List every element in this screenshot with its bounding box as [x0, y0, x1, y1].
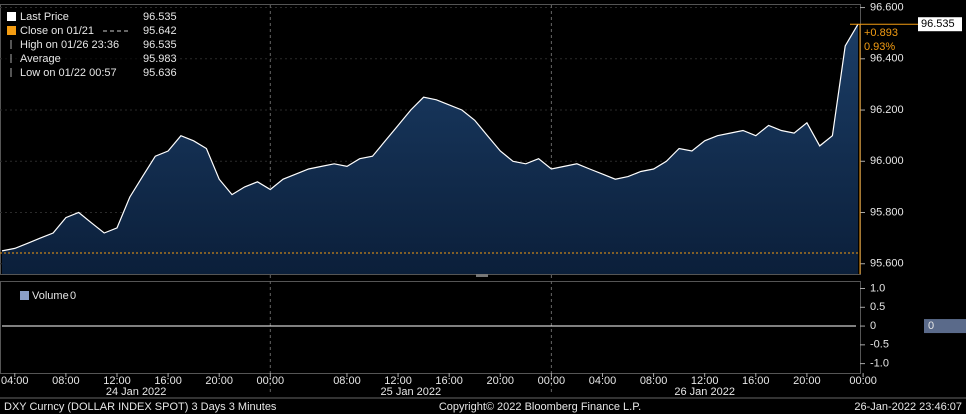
- legend-label: High on 01/26 23:36: [20, 39, 119, 51]
- y-tick-label: 0: [870, 320, 876, 332]
- y-tick-label: 95.600: [870, 258, 904, 270]
- legend-label: Low on 01/22 00:57: [20, 67, 117, 79]
- x-tick-label: 16:00: [435, 375, 463, 387]
- y-tick-label: 96.000: [870, 155, 904, 167]
- y-tick-label: 96.600: [870, 1, 904, 13]
- legend-label: Last Price: [20, 11, 69, 23]
- y-tick-label: 95.800: [870, 206, 904, 218]
- legend-swatch: [7, 26, 16, 35]
- legend-value: 96.535: [143, 11, 177, 23]
- legend-value: 95.983: [143, 53, 177, 65]
- footer-center: Copyright© 2022 Bloomberg Finance L.P.: [439, 401, 641, 413]
- x-tick-label: 08:00: [640, 375, 668, 387]
- legend-value: 95.642: [143, 25, 177, 37]
- price-line: [1, 23, 859, 252]
- change-pct-label: 0.93%: [864, 41, 895, 53]
- x-tick-label: 12:00: [691, 375, 719, 387]
- volume-value-tag: 0: [928, 320, 934, 332]
- x-tick-label: 00:00: [849, 375, 877, 387]
- last-price-box: [918, 17, 962, 32]
- volume-value-box: [924, 319, 966, 334]
- y-tick-label: 96.400: [870, 53, 904, 65]
- footer-left: DXY Curncy (DOLLAR INDEX SPOT) 3 Days 3 …: [4, 401, 277, 413]
- x-tick-label: 20:00: [793, 375, 821, 387]
- last-price-label: 96.535: [921, 18, 955, 30]
- footer-right: 26-Jan-2022 23:46:07: [854, 401, 962, 413]
- legend: Last Price 96.535 Close on 01/21 95.642 High…: [2, 8, 178, 80]
- day-label: 24 Jan 2022: [106, 386, 167, 398]
- y-tick-label: -0.5: [870, 339, 889, 351]
- y-tick-label: 1.0: [870, 282, 885, 294]
- x-tick-label: 00:00: [538, 375, 566, 387]
- x-tick-label: 16:00: [742, 375, 770, 387]
- volume-legend-value: 0: [70, 290, 76, 302]
- panel-handle: [476, 273, 488, 277]
- legend-value: 96.535: [143, 39, 177, 51]
- x-tick-label: 12:00: [103, 375, 131, 387]
- x-tick-label: 20:00: [487, 375, 515, 387]
- day-label: 25 Jan 2022: [381, 386, 442, 398]
- x-tick-label: 08:00: [333, 375, 361, 387]
- x-tick-label: 16:00: [154, 375, 182, 387]
- volume-panel-frame: [0, 281, 861, 374]
- legend-label: Close on 01/21: [20, 25, 94, 37]
- x-tick-label: 20:00: [205, 375, 233, 387]
- x-tick-label: 04:00: [1, 375, 29, 387]
- legend-bg: [2, 8, 178, 80]
- volume-legend-label: Volume: [32, 290, 69, 302]
- legend-swatch: [7, 12, 16, 21]
- y-tick-label: 0.5: [870, 301, 885, 313]
- y-tick-label: -1.0: [870, 358, 889, 370]
- x-tick-label: 08:00: [52, 375, 80, 387]
- x-tick-label: 04:00: [589, 375, 617, 387]
- y-tick-label: 96.200: [870, 104, 904, 116]
- x-tick-label: 00:00: [257, 375, 285, 387]
- legend-value: 95.636: [143, 67, 177, 79]
- volume-swatch: [20, 291, 29, 300]
- day-label: 26 Jan 2022: [674, 386, 735, 398]
- x-tick-label: 12:00: [384, 375, 412, 387]
- area-fill: [2, 24, 858, 275]
- legend-label: Average: [20, 53, 61, 65]
- change-label: +0.893: [864, 27, 898, 39]
